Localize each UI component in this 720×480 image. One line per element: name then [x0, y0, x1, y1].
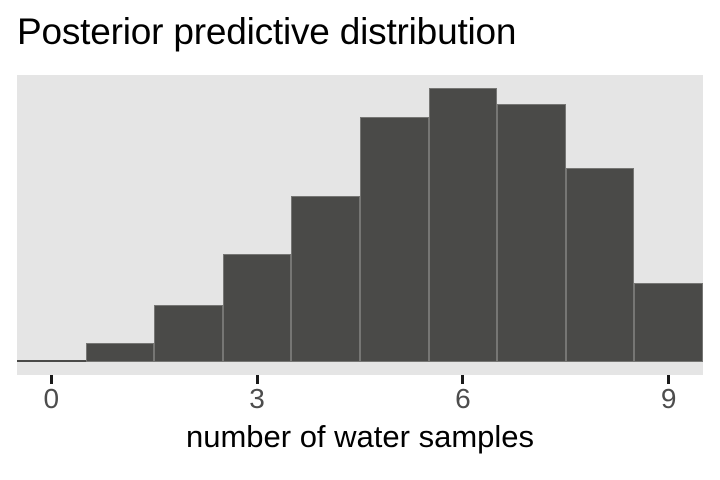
histogram-bar — [85, 343, 155, 362]
histogram-bar — [360, 117, 429, 362]
x-axis-tick-label: 0 — [43, 383, 60, 414]
histogram-bar — [222, 253, 292, 362]
histogram-bar — [291, 195, 360, 362]
x-axis-title: number of water samples — [185, 419, 535, 454]
x-axis-tick-mark — [667, 375, 671, 384]
histogram-bar — [497, 103, 566, 362]
x-axis-tick-label: 3 — [249, 383, 265, 414]
histogram-bar — [634, 283, 703, 362]
histogram-bar — [565, 168, 635, 362]
x-axis-tick-labels: 0 3 6 9 — [0, 382, 720, 416]
histogram-bar — [428, 88, 498, 362]
x-axis-tick-marks — [0, 375, 720, 387]
histogram-bar — [154, 305, 223, 362]
x-axis-tick-mark — [461, 375, 465, 384]
plot-panel — [17, 75, 703, 375]
histogram-bar — [17, 360, 86, 362]
x-axis-tick-label: 9 — [660, 383, 677, 414]
chart-title: Posterior predictive distribution — [17, 11, 517, 52]
x-axis-tick-label: 6 — [455, 383, 471, 414]
x-axis-tick-mark — [49, 375, 53, 384]
bars-layer — [17, 75, 703, 375]
x-axis-tick-mark — [255, 375, 259, 384]
